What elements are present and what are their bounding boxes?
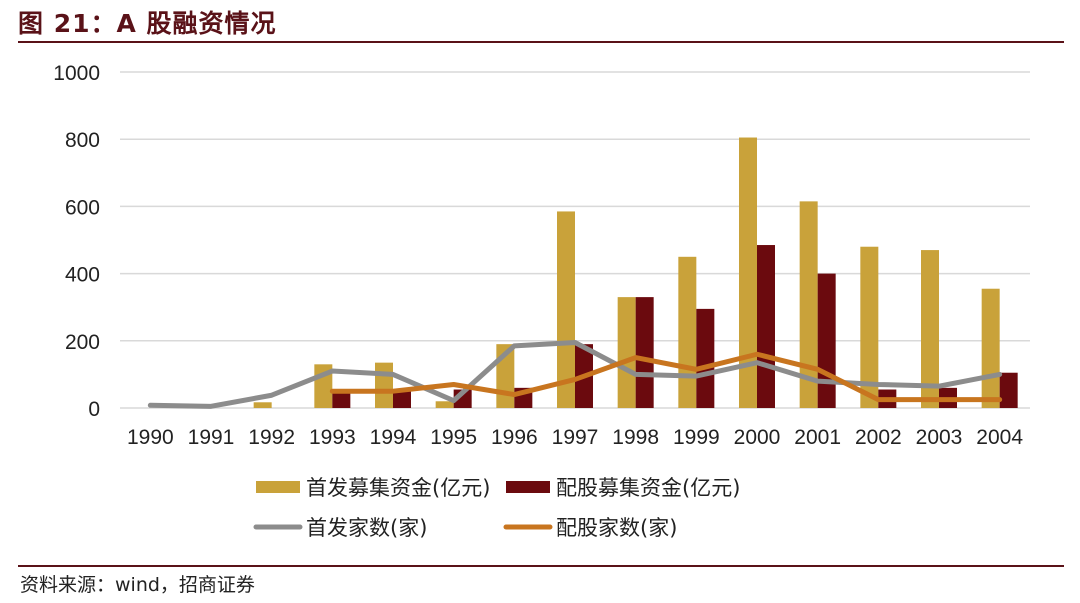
x-tick-label: 1991 bbox=[188, 426, 235, 449]
legend-label: 配股家数(家) bbox=[556, 516, 677, 540]
x-tick-label: 1996 bbox=[491, 426, 538, 449]
x-tick-label: 1997 bbox=[552, 426, 599, 449]
rights-count-line bbox=[329, 351, 1003, 403]
ipo-funds-bar bbox=[617, 297, 636, 408]
y-tick-label: 800 bbox=[65, 129, 100, 152]
ipo-funds-bar bbox=[799, 201, 818, 408]
rights-funds-bar bbox=[332, 392, 351, 408]
legend-rights-funds: 配股募集资金(亿元) bbox=[506, 476, 740, 500]
legend-label: 配股募集资金(亿元) bbox=[556, 476, 740, 500]
x-tick-label: 2003 bbox=[916, 426, 963, 449]
title-divider bbox=[18, 41, 1064, 43]
x-tick-label: 1990 bbox=[127, 426, 174, 449]
line-series bbox=[147, 339, 1003, 409]
y-tick-label: 400 bbox=[65, 264, 100, 287]
chart-title: 图 21：A 股融资情况 bbox=[18, 9, 277, 38]
ipo-funds-bar bbox=[860, 246, 879, 408]
y-tick-label: 200 bbox=[65, 331, 100, 354]
y-tick-label: 1000 bbox=[53, 62, 100, 85]
ipo-funds-bar bbox=[557, 211, 575, 408]
legend-swatch bbox=[506, 481, 550, 493]
x-tick-label: 1995 bbox=[430, 426, 477, 449]
x-tick-label: 2004 bbox=[976, 426, 1023, 449]
rights-funds-bar bbox=[393, 389, 411, 408]
source-note: 资料来源：wind，招商证券 bbox=[20, 574, 255, 596]
legend-ipo-funds: 首发募集资金(亿元) bbox=[256, 476, 490, 500]
rights-funds-bar bbox=[635, 297, 654, 408]
rights-funds-bar bbox=[999, 372, 1018, 408]
ipo-funds-bar bbox=[435, 401, 454, 408]
x-tick-label: 1998 bbox=[612, 426, 659, 449]
footer-divider bbox=[18, 565, 1064, 567]
x-tick-label: 2001 bbox=[794, 426, 841, 449]
legend-label: 首发家数(家) bbox=[306, 516, 427, 540]
bar-series bbox=[253, 137, 1018, 408]
ipo-count-line bbox=[147, 339, 1003, 409]
rights-funds-bar bbox=[696, 308, 715, 408]
legend-ipo-count: 首发家数(家) bbox=[253, 516, 427, 540]
y-tick-label: 600 bbox=[65, 196, 100, 219]
x-tick-label: 1992 bbox=[248, 426, 295, 449]
ipo-funds-bar bbox=[921, 250, 939, 408]
legend-swatch bbox=[256, 481, 300, 493]
x-tick-label: 2000 bbox=[734, 426, 781, 449]
legend: 首发募集资金(亿元) 配股募集资金(亿元) 首发家数(家) 配股家数(家) bbox=[253, 476, 740, 540]
legend-label: 首发募集资金(亿元) bbox=[306, 476, 490, 500]
ipo-funds-bar bbox=[253, 402, 272, 408]
x-tick-label: 1999 bbox=[673, 426, 720, 449]
y-axis-ticks: 0 200 400 600 800 1000 bbox=[53, 62, 100, 421]
x-tick-label: 1993 bbox=[309, 426, 356, 449]
rights-funds-bar bbox=[757, 245, 775, 408]
x-tick-label: 1994 bbox=[370, 426, 417, 449]
ipo-funds-bar bbox=[375, 362, 393, 408]
legend-rights-count: 配股家数(家) bbox=[503, 516, 677, 540]
x-tick-label: 2002 bbox=[855, 426, 902, 449]
ipo-funds-bar bbox=[739, 137, 757, 408]
x-axis-ticks: 1990 1991 1992 1993 1994 1995 1996 1997 1998 1999… bbox=[127, 426, 1023, 449]
ipo-funds-bar bbox=[981, 288, 1000, 408]
ipo-funds-bar bbox=[678, 256, 697, 408]
rights-funds-bar bbox=[817, 273, 836, 408]
y-tick-label: 0 bbox=[88, 398, 100, 421]
